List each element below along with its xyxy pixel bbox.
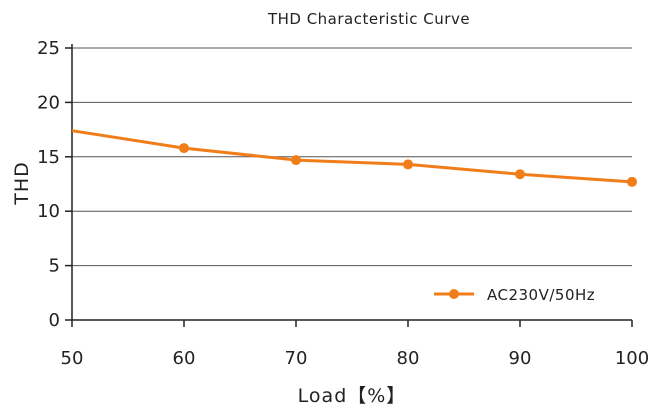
- axes: [65, 44, 633, 327]
- x-tick-label-90: 90: [509, 348, 532, 369]
- series-layer: [71, 129, 637, 187]
- y-tick-label-5: 5: [49, 256, 60, 277]
- legend: AC230V/50Hz: [434, 286, 595, 304]
- chart-title: THD Characteristic Curve: [267, 10, 470, 28]
- y-tick-labels: 0 5 10 15 20 25: [37, 38, 60, 331]
- y-tick-label-15: 15: [37, 147, 60, 168]
- y-tick-label-20: 20: [37, 92, 60, 113]
- data-point-100: [627, 176, 637, 187]
- x-tick-labels: 50 60 70 80 90 100: [61, 348, 650, 369]
- series-line-0: [71, 129, 633, 184]
- x-tick-label-100: 100: [615, 348, 649, 369]
- legend-marker-swatch: [449, 289, 459, 299]
- data-point-90: [515, 169, 525, 180]
- y-tick-label-25: 25: [37, 38, 60, 59]
- data-point-70: [291, 155, 301, 166]
- x-tick-label-70: 70: [285, 348, 308, 369]
- x-tick-label-50: 50: [61, 348, 84, 369]
- data-point-60: [179, 143, 189, 154]
- y-tick-label-0: 0: [49, 310, 60, 331]
- y-tick-label-10: 10: [37, 201, 60, 222]
- x-axis-label: Load【%】: [298, 385, 407, 407]
- x-tick-label-80: 80: [397, 348, 420, 369]
- y-axis-label: THD: [11, 161, 33, 206]
- grid-lines: [72, 47, 632, 267]
- x-tick-label-60: 60: [173, 348, 196, 369]
- data-point-80: [403, 159, 413, 170]
- legend-label: AC230V/50Hz: [487, 286, 595, 304]
